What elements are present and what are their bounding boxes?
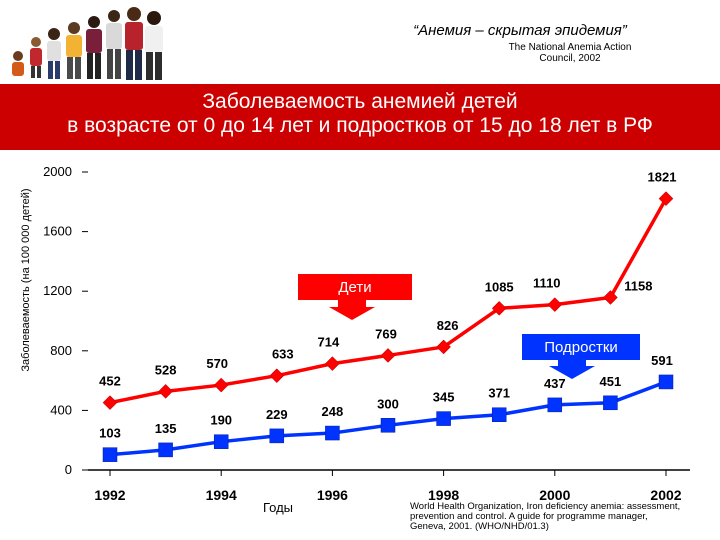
source-line-3: Geneva, 2001. (WHO/NHD/01.3) (410, 521, 549, 532)
x-tick-label: 2002 (650, 487, 681, 503)
data-label-teens: 437 (544, 376, 566, 391)
data-point-teens (658, 374, 674, 390)
child-figure-5 (86, 16, 102, 79)
children-photo (12, 7, 163, 80)
callout-label-children: Дети (338, 279, 371, 296)
series-markers (102, 191, 674, 462)
data-label-teens: 591 (651, 353, 673, 368)
banner-title-line-2: в возрасте от 0 до 14 лет и подростков о… (67, 114, 653, 137)
data-point-teens (547, 397, 563, 413)
axes: 0 400 800 1200 1600 2000 1992 1994 1996 1998 2000 2… (43, 164, 690, 515)
data-point-children (603, 290, 618, 305)
data-label-teens: 103 (99, 426, 121, 441)
data-point-teens (380, 418, 396, 433)
child-figure-6 (106, 10, 122, 79)
child-figure-3 (47, 28, 61, 79)
data-point-children (102, 395, 118, 411)
data-label-children: 528 (155, 362, 177, 377)
data-label-children: 1158 (624, 278, 652, 293)
data-label-children: 769 (375, 326, 397, 341)
y-tick-label: 400 (50, 402, 72, 417)
data-label-children: 714 (318, 335, 340, 350)
data-label-children: 452 (99, 374, 121, 389)
data-point-children (269, 368, 285, 384)
data-point-teens (491, 407, 507, 422)
data-point-children (213, 377, 229, 393)
y-tick-label: 2000 (43, 164, 72, 179)
callout-box-children (298, 274, 412, 300)
child-figure-7 (125, 7, 143, 80)
x-tick-label: 1992 (94, 487, 125, 503)
callout-arrow-teens (549, 360, 595, 379)
y-tick-label: 800 (50, 343, 72, 358)
child-figure-4 (66, 22, 82, 79)
data-point-teens (158, 442, 173, 458)
data-label-children: 1085 (485, 279, 514, 294)
data-label-children: 570 (206, 356, 228, 371)
data-label-teens: 451 (600, 374, 622, 389)
quote-title: “Анемия – скрытая эпидемия” (413, 22, 627, 39)
title-banner (0, 84, 720, 150)
data-label-teens: 229 (266, 407, 288, 422)
y-tick-label: 1600 (43, 224, 72, 239)
data-point-teens (102, 447, 118, 462)
data-label-children: 1821 (648, 170, 677, 185)
data-label-teens: 300 (377, 396, 399, 411)
data-point-teens (603, 395, 618, 411)
data-point-children (547, 297, 563, 312)
data-point-teens (436, 411, 451, 426)
data-point-teens (325, 425, 340, 441)
source-citation: World Health Organization, Iron deficien… (410, 502, 720, 532)
callout-label-teens: Подростки (544, 339, 618, 356)
callouts: Дети Подростки (298, 274, 640, 379)
y-tick-label: 1200 (43, 283, 72, 298)
data-point-children (380, 348, 396, 363)
data-point-children (658, 191, 674, 207)
data-labels: 452 528 570 633 714 769 826 1085 1110 1158 1821 103… (99, 170, 676, 441)
council-citation: The National Anemia Action Council, 2002 (470, 42, 670, 64)
data-label-teens: 371 (488, 386, 510, 401)
council-line-2: Council, 2002 (539, 53, 601, 64)
data-point-children (325, 356, 340, 371)
x-tick-label: 1994 (206, 487, 237, 503)
data-point-teens (269, 428, 285, 444)
y-tick-label: 0 (65, 462, 72, 477)
child-figure-8 (145, 11, 163, 80)
x-axis-label: Годы (263, 500, 293, 515)
data-label-children: 633 (272, 347, 294, 362)
data-point-children (158, 383, 173, 399)
banner-title-line-1: Заболеваемость анемией детей (202, 90, 518, 113)
callout-box-teens (522, 334, 640, 360)
source-line-2: prevention and control. A guide for prog… (410, 511, 648, 522)
x-tick-label: 1996 (317, 487, 348, 503)
data-point-children (436, 339, 451, 355)
data-label-children: 826 (437, 318, 459, 333)
data-point-teens (213, 434, 229, 449)
data-label-teens: 135 (155, 421, 177, 436)
data-label-teens: 190 (210, 413, 232, 428)
x-tick-label: 1998 (428, 487, 459, 503)
data-label-teens: 248 (322, 404, 344, 419)
callout-arrow-children (329, 300, 375, 320)
source-line-1: World Health Organization, Iron deficien… (410, 501, 681, 512)
child-figure-1 (12, 51, 24, 76)
data-point-children (491, 300, 507, 316)
data-label-children: 1110 (533, 276, 561, 291)
council-line-1: The National Anemia Action (508, 42, 632, 53)
data-label-teens: 345 (433, 390, 455, 405)
x-tick-label: 2000 (539, 487, 570, 503)
child-figure-2 (30, 37, 42, 78)
